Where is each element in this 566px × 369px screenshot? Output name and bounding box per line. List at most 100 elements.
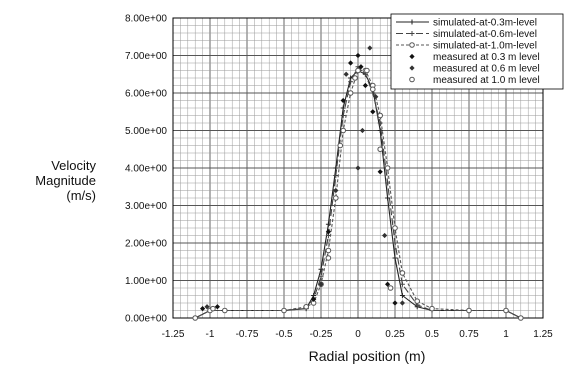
data-point <box>333 195 339 201</box>
x-tick-label: 1.25 <box>533 329 553 340</box>
legend-label: measured at 0.3 m level <box>433 52 540 63</box>
data-point <box>399 270 406 276</box>
data-point <box>325 229 331 235</box>
legend-label: measured at 0.6 m level <box>433 64 540 75</box>
x-tick-label: 0.5 <box>425 329 439 340</box>
data-point <box>333 173 339 178</box>
data-point <box>392 240 398 246</box>
data-point <box>392 225 398 231</box>
legend-swatch-marker <box>409 76 415 83</box>
legend-label: simulated-at-0.3m-level <box>433 18 537 29</box>
y-axis-title-line-1: Velocity <box>51 158 96 173</box>
y-tick-label: 3.00e+00 <box>125 201 167 212</box>
data-point <box>367 45 373 51</box>
data-point <box>392 300 398 306</box>
x-tick-label: 1 <box>503 329 509 340</box>
y-tick-label: 5.00e+00 <box>125 126 167 137</box>
data-point <box>385 281 391 287</box>
legend-entry: simulated-at-0.6m-level <box>396 29 537 40</box>
x-tick-label: 0 <box>355 329 361 340</box>
x-tick-label: -0.75 <box>236 329 259 340</box>
data-point <box>340 97 346 104</box>
data-point <box>355 52 361 59</box>
legend-label: simulated-at-1.0m-level <box>433 41 537 52</box>
data-point <box>377 112 384 119</box>
data-point <box>355 67 361 74</box>
grid-lines <box>172 17 544 319</box>
data-point <box>343 71 349 77</box>
data-point <box>340 127 347 134</box>
legend-swatch-marker <box>409 42 415 48</box>
data-point <box>358 64 364 70</box>
x-tick-label: -1 <box>206 329 215 340</box>
y-tick-label: 0.00e+00 <box>125 314 167 325</box>
legend-entry: simulated-at-1.0m-level <box>396 41 537 52</box>
y-axis-title-line-2: Magnitude <box>35 173 96 188</box>
data-point <box>204 304 210 310</box>
data-point <box>333 165 339 171</box>
data-point <box>399 293 405 298</box>
legend-label: measured at 1.0 m level <box>433 75 540 86</box>
plot-area-frame <box>172 17 544 319</box>
data-point <box>214 304 220 310</box>
legend-entry: measured at 0.6 m level <box>409 64 540 75</box>
legend-entry: measured at 0.3 m level <box>409 52 540 63</box>
x-axis-title: Radial position (m) <box>308 348 426 364</box>
y-axis-title-line-3: (m/s) <box>66 188 96 203</box>
data-point <box>377 120 383 126</box>
data-point <box>340 113 346 118</box>
data-point <box>362 82 368 89</box>
series-group <box>204 45 405 310</box>
series-group <box>200 52 398 312</box>
data-point <box>503 307 509 314</box>
data-point <box>192 315 198 321</box>
data-point <box>348 60 354 66</box>
data-point <box>200 306 206 312</box>
data-series <box>192 45 524 321</box>
data-point <box>325 255 332 261</box>
data-point <box>325 247 332 254</box>
x-tick-label: -0.25 <box>310 329 333 340</box>
data-point <box>377 169 383 175</box>
legend-entry: simulated-at-0.3m-level <box>396 18 537 29</box>
data-point <box>303 303 310 310</box>
data-point <box>352 75 358 81</box>
series-group <box>210 67 394 312</box>
x-tick-label: -0.5 <box>275 329 293 340</box>
data-point <box>387 285 394 291</box>
data-point <box>399 281 405 287</box>
data-point <box>377 146 384 153</box>
data-point <box>318 274 324 280</box>
data-point <box>364 67 370 74</box>
data-point <box>347 90 354 96</box>
legend-swatch-marker <box>409 65 415 71</box>
x-tick-label: 0.75 <box>459 329 479 340</box>
data-point <box>377 128 383 133</box>
y-tick-label: 1.00e+00 <box>125 276 167 287</box>
x-tick-label: 0.25 <box>385 329 405 340</box>
data-point <box>518 315 524 321</box>
data-point <box>311 296 317 302</box>
data-point <box>348 79 354 85</box>
series-line <box>194 69 522 319</box>
data-point <box>384 165 391 171</box>
y-axis-title: Velocity Magnitude (m/s) <box>0 158 96 203</box>
legend-entry: measured at 1.0 m level <box>409 75 540 86</box>
x-tick-labels: -1.25 -1 -0.75 -0.5 -0.25 0 0.25 0.5 0.75 1 1.25 <box>162 329 554 340</box>
data-point <box>414 298 421 304</box>
y-tick-label: 2.00e+00 <box>125 239 167 250</box>
data-point <box>385 195 391 201</box>
data-point <box>337 142 344 149</box>
legend-swatch-marker <box>409 19 415 25</box>
legend-label: simulated-at-0.6m-level <box>433 29 537 40</box>
data-point <box>466 307 472 314</box>
x-tick-label: -1.25 <box>162 329 185 340</box>
data-point <box>333 187 339 194</box>
legend-swatch-marker <box>409 53 415 60</box>
y-tick-label: 6.00e+00 <box>125 89 167 100</box>
y-tick-label: 7.00e+00 <box>125 51 167 62</box>
y-tick-label: 8.00e+00 <box>125 14 167 25</box>
data-point <box>382 232 388 239</box>
data-point <box>222 307 228 314</box>
